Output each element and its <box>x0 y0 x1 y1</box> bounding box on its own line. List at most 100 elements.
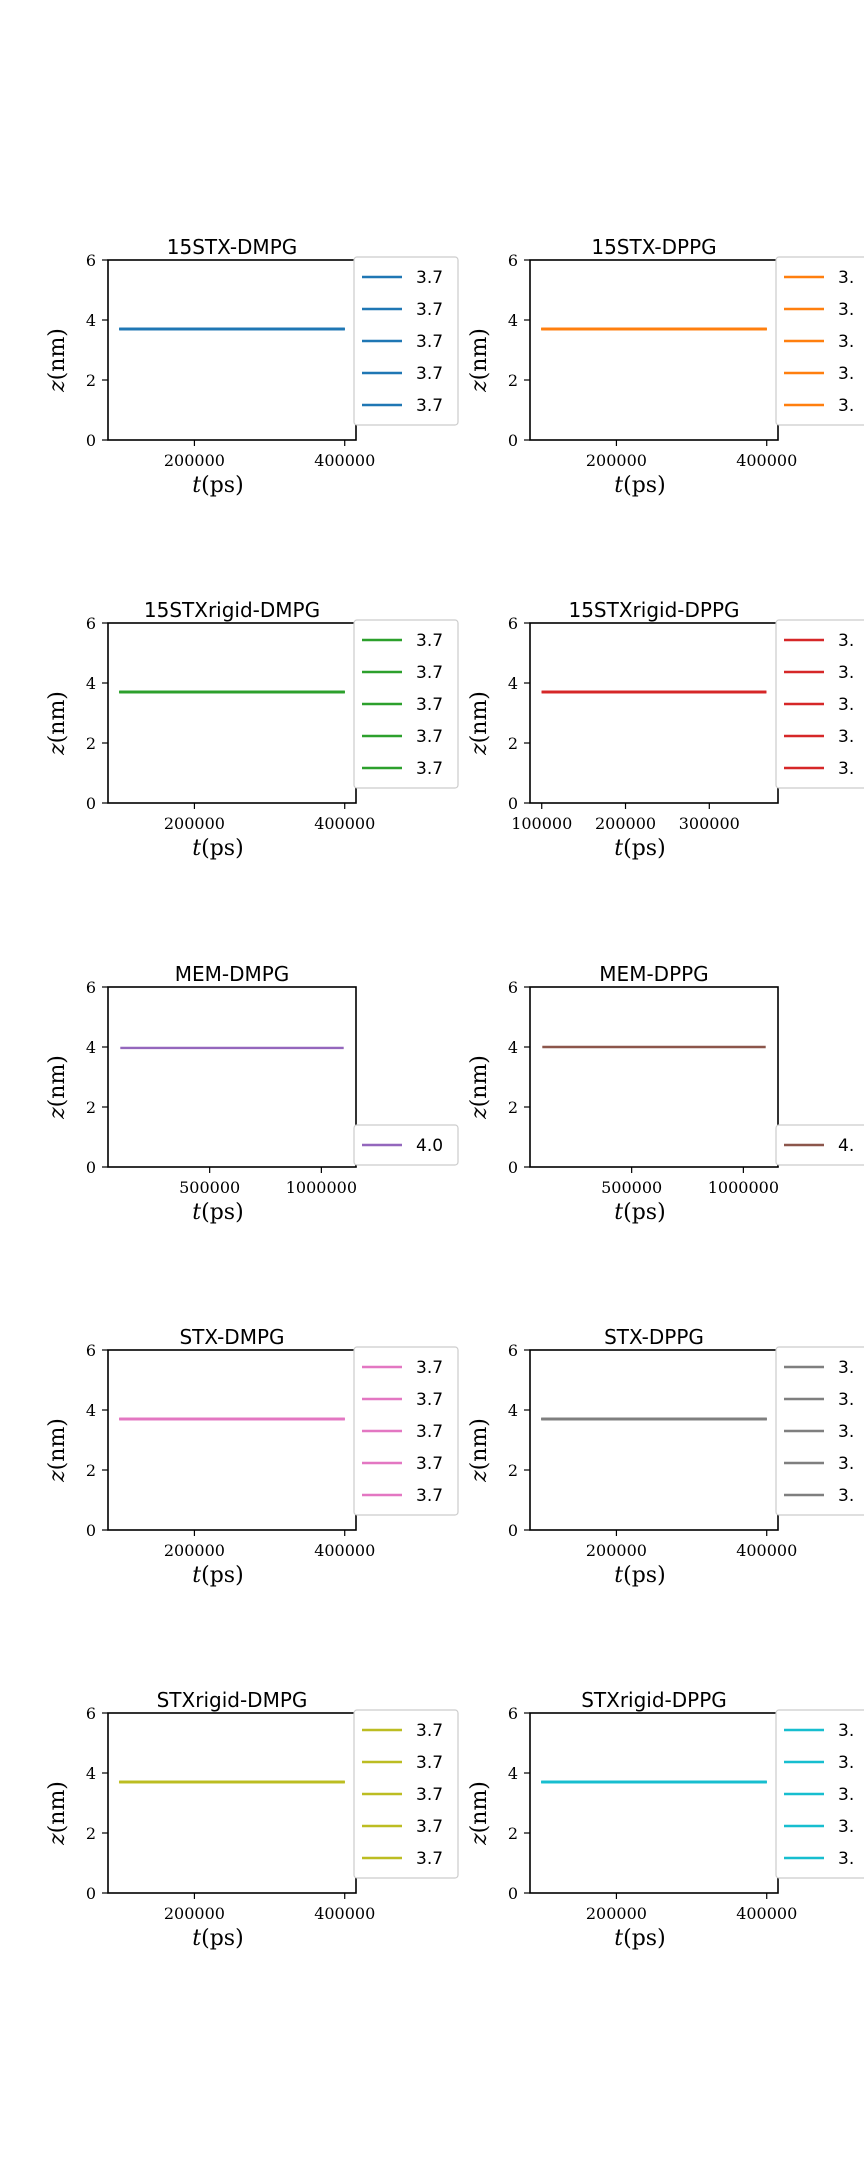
legend-entry-label: 4. <box>838 1136 854 1156</box>
legend-entry-label: 3.7 <box>416 1817 443 1837</box>
y-tick-label: 4 <box>508 1401 518 1420</box>
axes-frame <box>107 986 357 1168</box>
legend-entry-label: 3. <box>838 1753 854 1773</box>
legend-entry-label: 3.7 <box>416 759 443 779</box>
y-tick-label: 4 <box>86 311 96 330</box>
legend-entry-label: 3. <box>838 1785 854 1805</box>
x-axis-label: t(ps) <box>614 836 665 861</box>
x-tick-label: 200000 <box>164 1904 225 1923</box>
y-tick-label: 6 <box>86 1341 96 1360</box>
legend-entry-label: 3.7 <box>416 268 443 288</box>
subplot-3: 15STXrigid-DMPG 0 2 4 6 200000 400000 t(ps) z(nm… <box>45 598 459 861</box>
subplot-4: 15STXrigid-DPPG 0 2 4 6 100000 200000 300000 t(p… <box>467 598 864 861</box>
legend-entry-label: 3.7 <box>416 1721 443 1741</box>
y-tick-label: 0 <box>86 794 96 813</box>
subplot-title: 15STX-DMPG <box>167 235 298 259</box>
x-tick-label: 500000 <box>601 1178 662 1197</box>
subplot-9: STXrigid-DMPG 0 2 4 6 200000 400000 t(ps) z(nm) 3… <box>45 1688 459 1951</box>
y-tick-label: 6 <box>508 1704 518 1723</box>
subplot-title: MEM-DPPG <box>599 962 708 986</box>
subplot-title: 15STX-DPPG <box>591 235 716 259</box>
y-tick-label: 4 <box>508 1038 518 1057</box>
x-tick-label: 1000000 <box>708 1178 779 1197</box>
subplot-6: MEM-DPPG 0 2 4 6 500000 1000000 t(ps) z(nm) 4. <box>467 962 864 1225</box>
legend-entry-label: 3. <box>838 1422 854 1442</box>
axes-frame <box>529 986 779 1168</box>
axes-frame <box>529 622 779 804</box>
legend-entry-label: 3. <box>838 1849 854 1869</box>
y-tick-label: 2 <box>508 371 518 390</box>
y-tick-label: 0 <box>86 1158 96 1177</box>
legend-entry-label: 3. <box>838 396 854 416</box>
legend-entry-label: 3. <box>838 695 854 715</box>
y-tick-label: 2 <box>508 1824 518 1843</box>
y-tick-label: 0 <box>86 431 96 450</box>
y-tick-label: 4 <box>86 1038 96 1057</box>
subplot-title: 15STXrigid-DMPG <box>144 598 320 622</box>
y-axis-label: z(nm) <box>467 328 492 393</box>
y-axis-label: z(nm) <box>45 691 70 756</box>
legend-entry-label: 4.0 <box>416 1136 443 1156</box>
axes-frame <box>107 1712 357 1894</box>
y-axis-label: z(nm) <box>467 1781 492 1846</box>
legend-entry-label: 3. <box>838 1721 854 1741</box>
legend-entry-label: 3. <box>838 727 854 747</box>
y-tick-label: 6 <box>86 251 96 270</box>
y-tick-label: 4 <box>86 1401 96 1420</box>
y-tick-label: 2 <box>508 1461 518 1480</box>
legend-entry-label: 3. <box>838 268 854 288</box>
axes-frame <box>107 1349 357 1531</box>
x-axis-label: t(ps) <box>614 1200 665 1225</box>
y-axis-label: z(nm) <box>45 1418 70 1483</box>
legend-entry-label: 3. <box>838 300 854 320</box>
x-tick-label: 400000 <box>314 1541 375 1560</box>
y-tick-label: 2 <box>86 1824 96 1843</box>
x-tick-label: 500000 <box>179 1178 240 1197</box>
legend-box <box>353 1124 459 1166</box>
y-axis-label: z(nm) <box>467 1055 492 1120</box>
axes-frame <box>107 259 357 441</box>
legend-box <box>353 1709 459 1879</box>
legend-entry-label: 3. <box>838 1390 854 1410</box>
x-axis-label: t(ps) <box>614 1563 665 1588</box>
subplot-title: MEM-DMPG <box>175 962 290 986</box>
y-axis-label: z(nm) <box>467 691 492 756</box>
y-tick-label: 4 <box>86 1764 96 1783</box>
x-tick-label: 1000000 <box>286 1178 357 1197</box>
x-tick-label: 200000 <box>164 814 225 833</box>
legend-entry-label: 3.7 <box>416 631 443 651</box>
x-tick-label: 400000 <box>314 814 375 833</box>
y-tick-label: 0 <box>86 1884 96 1903</box>
x-tick-label: 400000 <box>736 1904 797 1923</box>
subplot-2: 15STX-DPPG 0 2 4 6 200000 400000 t(ps) z(nm) 3. 3.… <box>467 235 864 498</box>
legend-entry-label: 3.7 <box>416 1753 443 1773</box>
y-axis-label: z(nm) <box>45 328 70 393</box>
axes-frame <box>529 259 779 441</box>
y-axis-label: z(nm) <box>467 1418 492 1483</box>
x-tick-label: 400000 <box>736 1541 797 1560</box>
subplot-5: MEM-DMPG 0 2 4 6 500000 1000000 t(ps) z(nm) 4.0 <box>45 962 459 1225</box>
legend-entry-label: 3.7 <box>416 1486 443 1506</box>
y-tick-label: 0 <box>508 431 518 450</box>
subplot-title: STX-DPPG <box>604 1325 704 1349</box>
legend-entry-label: 3. <box>838 1817 854 1837</box>
y-tick-label: 4 <box>508 674 518 693</box>
y-tick-label: 0 <box>508 1884 518 1903</box>
legend-entry-label: 3.7 <box>416 663 443 683</box>
y-tick-label: 4 <box>508 311 518 330</box>
legend-entry-label: 3. <box>838 332 854 352</box>
legend-entry-label: 3.7 <box>416 695 443 715</box>
y-tick-label: 2 <box>86 1098 96 1117</box>
y-tick-label: 6 <box>508 978 518 997</box>
y-tick-label: 0 <box>508 794 518 813</box>
x-tick-label: 400000 <box>314 451 375 470</box>
legend-entry-label: 3.7 <box>416 1849 443 1869</box>
legend-box <box>353 1346 459 1516</box>
legend-box <box>353 619 459 789</box>
y-tick-label: 2 <box>508 734 518 753</box>
legend-entry-label: 3. <box>838 759 854 779</box>
y-tick-label: 6 <box>508 614 518 633</box>
axes-frame <box>529 1349 779 1531</box>
legend-entry-label: 3.7 <box>416 364 443 384</box>
